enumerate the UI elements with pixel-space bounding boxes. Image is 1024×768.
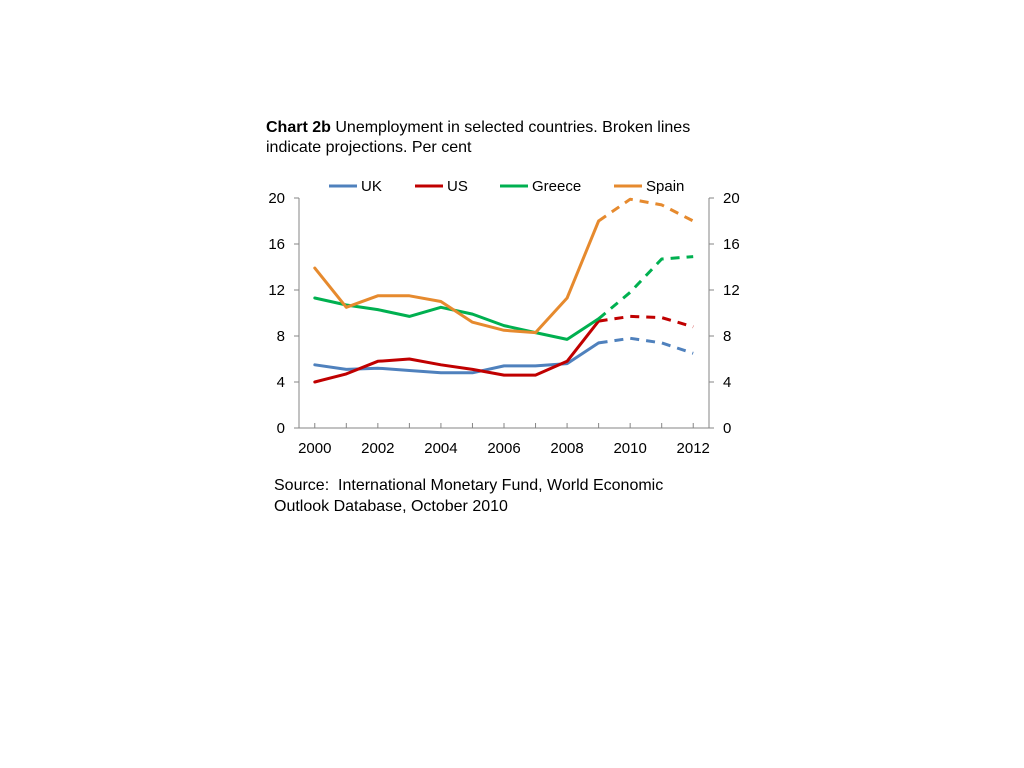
legend-label: UK bbox=[361, 178, 382, 195]
legend-label: US bbox=[447, 178, 468, 195]
y-tick-label-left: 4 bbox=[277, 374, 285, 391]
x-tick-label: 2006 bbox=[487, 440, 520, 457]
y-tick-label-right: 8 bbox=[723, 328, 731, 345]
x-tick-label: 2004 bbox=[424, 440, 457, 457]
series-lines bbox=[313, 197, 694, 384]
legend-label: Greece bbox=[532, 178, 581, 195]
series-projection-us bbox=[598, 314, 694, 329]
y-tick-label-right: 0 bbox=[723, 420, 731, 437]
legend-label: Spain bbox=[646, 178, 684, 195]
y-tick-label-left: 16 bbox=[268, 236, 285, 253]
series-projection-uk bbox=[598, 336, 694, 355]
source-note: Source: International Monetary Fund, Wor… bbox=[274, 477, 668, 515]
y-tick-label-left: 12 bbox=[268, 282, 285, 299]
y-tick-label-right: 4 bbox=[723, 374, 731, 391]
chart-title-text: Unemployment in selected countries. Brok… bbox=[266, 119, 691, 156]
axes: 0 0 4 4 8 8 12 12 16 16 20 20 2000 2002 2004 2006 2008 20… bbox=[268, 190, 739, 457]
y-tick-label-left: 8 bbox=[277, 328, 285, 345]
x-tick-label: 2002 bbox=[361, 440, 394, 457]
y-tick-label-left: 0 bbox=[277, 420, 285, 437]
legend: UK US Greece Spain bbox=[329, 178, 684, 195]
y-tick-label-right: 12 bbox=[723, 282, 740, 299]
chart-title: Chart 2b Unemployment in selected countr… bbox=[266, 118, 736, 158]
series-projection-greece bbox=[597, 255, 694, 320]
series-line-spain bbox=[313, 219, 601, 335]
series-projection-spain bbox=[597, 197, 694, 223]
x-tick-label: 2008 bbox=[550, 440, 583, 457]
y-tick-label-right: 16 bbox=[723, 236, 740, 253]
y-tick-label-left: 20 bbox=[268, 190, 285, 207]
chart-title-lead: Chart 2b bbox=[266, 119, 331, 136]
x-tick-label: 2000 bbox=[298, 440, 331, 457]
series-line-us bbox=[313, 319, 601, 384]
x-tick-label: 2010 bbox=[613, 440, 646, 457]
y-tick-label-right: 20 bbox=[723, 190, 740, 207]
x-tick-label: 2012 bbox=[677, 440, 710, 457]
